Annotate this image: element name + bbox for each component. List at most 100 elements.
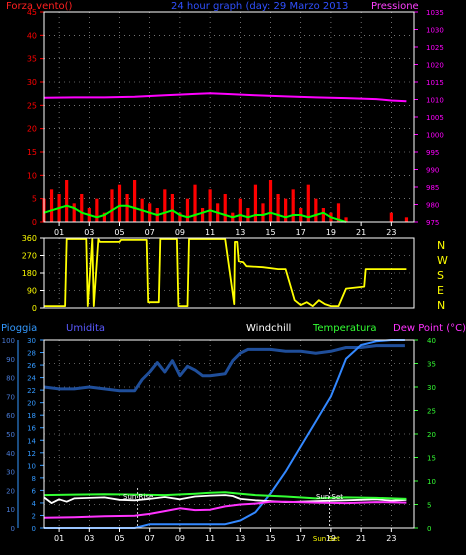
pressure-y-tick-label: 1015 <box>426 79 444 87</box>
rain-y-tick-label: 26 <box>27 362 36 370</box>
humidity-y-tick-label: 10 <box>6 506 15 514</box>
rain-y-tick-label: 10 <box>27 462 36 470</box>
wind-direction-frame <box>43 237 415 309</box>
hour-lower-label: 07 <box>145 534 155 543</box>
wind-y-tick-label: 20 <box>27 125 37 134</box>
dewpoint-line <box>43 500 407 519</box>
humidity-y-tick-label: 40 <box>6 450 15 458</box>
hour-lower-label: 21 <box>356 534 366 543</box>
compass-labels: N W S E N <box>437 239 448 312</box>
humidity-y-tick-label: 100 <box>2 337 15 345</box>
compass-s: S <box>437 269 444 282</box>
wind-y-tick-label: 45 <box>27 8 37 17</box>
temp-y-tick-label: 20 <box>427 431 436 439</box>
humidity-y-tick-label: 20 <box>6 487 15 495</box>
hour-label: 17 <box>296 228 306 237</box>
direction-y-tick-label: 360 <box>22 234 37 243</box>
wind-y-tick-label: 35 <box>27 55 37 64</box>
humidity-line <box>43 344 405 393</box>
hour-label: 03 <box>84 228 94 237</box>
hour-label: 07 <box>145 228 155 237</box>
pressure-y-tick-label: 1035 <box>426 9 444 17</box>
rain-line <box>44 339 405 529</box>
rain-y-tick-label: 28 <box>27 350 36 358</box>
temp-y-tick-label: 40 <box>427 337 436 345</box>
rain-y-tick-label: 2 <box>32 512 36 520</box>
wind-axis-title: Forza vento() <box>6 1 73 12</box>
wind-average-line <box>43 204 347 223</box>
windchill-line <box>43 494 407 504</box>
hour-label: 13 <box>235 228 245 237</box>
rain-y-tick-label: 20 <box>27 400 36 408</box>
rain-y-tick-label: 24 <box>27 375 36 383</box>
wind-y-tick-label: 25 <box>27 101 37 110</box>
hour-lower-label: 03 <box>84 534 94 543</box>
humidity-axis-title: Umidita <box>66 323 105 334</box>
hour-label: 11 <box>205 228 215 237</box>
pressure-y-tick-label: 1010 <box>426 97 444 105</box>
hour-lower-label: 19 <box>326 534 336 543</box>
rain-y-tick-label: 14 <box>27 437 36 445</box>
windchill-legend: Windchill <box>246 323 291 334</box>
hour-lower-label: 11 <box>205 534 215 543</box>
rain-y-tick-label: 6 <box>32 487 37 495</box>
rain-y-tick-label: 0 <box>32 525 36 533</box>
humidity-y-tick-label: 30 <box>6 469 15 477</box>
humidity-y-tick-label: 90 <box>6 356 15 364</box>
wind-direction-line <box>44 238 407 307</box>
pressure-y-tick-label: 990 <box>426 167 439 175</box>
rain-y-tick-label: 30 <box>27 337 36 345</box>
direction-y-tick-label: 180 <box>22 269 37 278</box>
direction-y-tick-label: 0 <box>32 304 37 313</box>
rain-y-tick-label: 8 <box>32 475 36 483</box>
temperature-line <box>43 491 407 500</box>
temp-y-tick-label: 0 <box>427 525 431 533</box>
wind-y-tick-label: 5 <box>32 195 37 204</box>
pressure-y-tick-label: 995 <box>426 149 439 157</box>
compass-w: W <box>437 254 448 267</box>
humidity-y-tick-label: 50 <box>6 431 15 439</box>
wind-y-tick-label: 0 <box>32 218 37 227</box>
wind-pressure-panel: 0510152025303540459759809859909951000100… <box>27 8 444 237</box>
pressure-y-tick-label: 1020 <box>426 62 444 70</box>
hour-lower-label: 23 <box>386 534 396 543</box>
hour-lower-label: 01 <box>54 534 64 543</box>
pressure-line <box>43 92 407 103</box>
temp-y-tick-label: 5 <box>427 502 431 510</box>
compass-e: E <box>437 284 444 297</box>
pressure-y-tick-label: 1025 <box>426 44 444 52</box>
hour-lower-label: 09 <box>175 534 185 543</box>
temperature-humidity-frame <box>43 339 415 529</box>
humidity-y-tick-label: 80 <box>6 375 15 383</box>
hour-label: 21 <box>356 228 366 237</box>
wind-y-tick-label: 30 <box>27 78 37 87</box>
pressure-y-tick-label: 1005 <box>426 114 444 122</box>
temperature-humidity-panel: 0510152025303540010203040506070809010002… <box>2 337 436 543</box>
compass-n-top: N <box>437 239 445 252</box>
sunrise-label: Sun Rise <box>123 493 153 501</box>
wind-y-tick-label: 10 <box>27 171 37 180</box>
rain-y-tick-label: 18 <box>27 412 36 420</box>
temperature-legend: Temperatura <box>312 323 377 334</box>
hour-label: 19 <box>326 228 336 237</box>
hour-lower-label: 13 <box>235 534 245 543</box>
hour-lower-label: 17 <box>296 534 306 543</box>
temp-y-tick-label: 25 <box>427 408 436 416</box>
pressure-y-tick-label: 1030 <box>426 27 444 35</box>
sunset-label: Sun Set <box>316 493 343 501</box>
direction-y-tick-label: 270 <box>22 252 37 261</box>
pressure-y-tick-label: 975 <box>426 219 439 227</box>
hour-label: 23 <box>386 228 396 237</box>
sunset-axis-label: Sun Set <box>313 535 340 543</box>
compass-n-bottom: N <box>437 299 445 312</box>
rain-y-tick-label: 12 <box>27 450 36 458</box>
graph-title: 24 hour graph (day: 29 Marzo 2013 <box>171 1 348 12</box>
wind-direction-panel: 0 90 180 270 360 <box>22 234 415 313</box>
pressure-axis-title: Pressione <box>371 1 419 12</box>
humidity-y-tick-label: 0 <box>11 525 15 533</box>
wind-y-tick-label: 15 <box>27 148 37 157</box>
temp-y-tick-label: 10 <box>427 478 436 486</box>
hour-lower-label: 15 <box>265 534 275 543</box>
